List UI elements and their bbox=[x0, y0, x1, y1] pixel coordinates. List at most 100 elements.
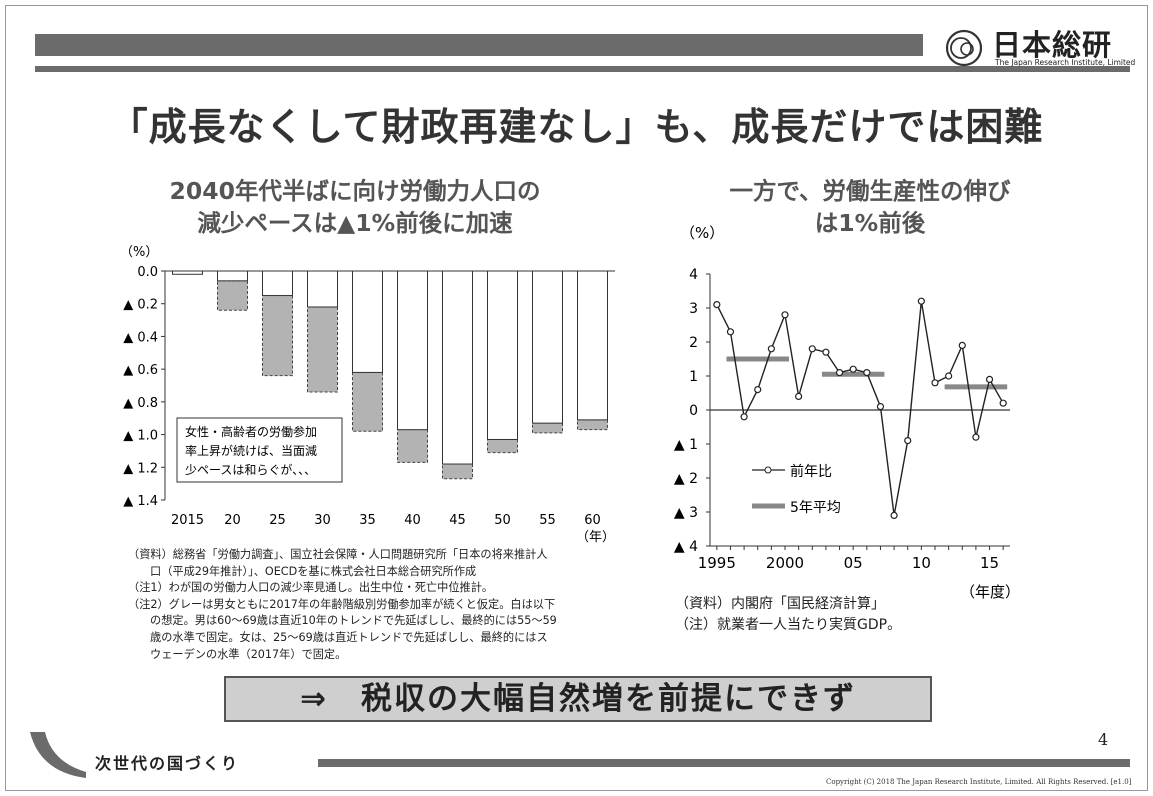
bar-x-tick-label: 35 bbox=[359, 513, 376, 528]
left-note-line: 歳の水準で固定。女は、25～69歳は直近トレンドで先延ばしし、最終的にはス bbox=[150, 630, 548, 644]
bar-white bbox=[487, 270, 518, 440]
line-yoy-point bbox=[890, 511, 898, 519]
bar-grey bbox=[397, 429, 428, 463]
header-rule bbox=[35, 66, 1130, 72]
bar-y-tick-label: ▲ 0.4 bbox=[123, 330, 158, 345]
line-x-tick-label: 15 bbox=[980, 554, 999, 572]
bar-y-tick-label: ▲ 0.6 bbox=[123, 363, 158, 378]
line-y-tick-label: ▲ 3 bbox=[674, 505, 698, 521]
left-note-line: 口（平成29年推計）」、OECDを基に株式会社日本総合研究所作成 bbox=[150, 564, 477, 578]
bar-annotation-box bbox=[176, 417, 343, 483]
line-yoy-point bbox=[781, 311, 789, 319]
bar-annotation-text: 少ペースは和らぐが、、、 bbox=[185, 462, 316, 477]
line-x-tick-label: 1995 bbox=[698, 554, 736, 572]
line-yoy-point bbox=[904, 437, 912, 445]
bar-x-tick-label: 30 bbox=[314, 513, 331, 528]
page-number: 4 bbox=[1098, 730, 1109, 749]
right-note-line: （資料）内閣府「国民経済計算」 bbox=[675, 596, 885, 612]
line-y-tick-label: 0 bbox=[689, 403, 698, 419]
left-note-line: の想定。男は60～69歳は直近10年のトレンドで先延ばしし、最終的には55～59 bbox=[150, 614, 557, 628]
line-yoy-point bbox=[726, 328, 735, 336]
bar-x-tick-label: 50 bbox=[494, 513, 511, 528]
bar-y-unit: （%） bbox=[120, 245, 158, 260]
footer-corner-decoration bbox=[30, 732, 86, 778]
line-yoy-point bbox=[917, 297, 925, 305]
line-yoy-point bbox=[822, 348, 830, 356]
legend-yoy-label: 前年比 bbox=[790, 463, 832, 480]
header-bar bbox=[35, 34, 923, 56]
bar-x-tick-label: 2015 bbox=[171, 513, 204, 528]
bar-y-tick-label: 0.0 bbox=[137, 265, 158, 280]
footer-rule bbox=[318, 759, 1130, 767]
bar-white bbox=[217, 270, 248, 282]
bar-white bbox=[397, 270, 428, 431]
copyright-text: Copyright (C) 2018 The Japan Research In… bbox=[826, 778, 1132, 786]
bar-x-tick-label: 55 bbox=[539, 513, 556, 528]
left-chart-subtitle: 2040年代半ばに向け労働力人口の 減少ペースは▲1%前後に加速 bbox=[120, 175, 590, 239]
line-x-tick-label: 10 bbox=[912, 554, 931, 572]
line-yoy-point bbox=[767, 345, 775, 353]
bar-x-tick-label: 40 bbox=[404, 513, 421, 528]
bar-y-tick-label: ▲ 1.4 bbox=[123, 494, 158, 509]
line-yoy-point bbox=[945, 372, 953, 380]
line-yoy-point bbox=[863, 369, 871, 377]
bar-white bbox=[307, 270, 338, 308]
bar-grey bbox=[262, 295, 293, 377]
bar-white bbox=[532, 270, 563, 424]
left-note-line: （資料）総務省「労働力調査」、国立社会保障・人口問題研究所「日本の将来推計人 bbox=[128, 548, 548, 561]
bar-y-tick-label: ▲ 0.2 bbox=[123, 298, 158, 313]
line-y-unit: （%） bbox=[680, 224, 724, 242]
left-note-line: （注2）グレーは男女ともに2017年の年齢階級別労働参加率が続くと仮定。白は以下 bbox=[128, 597, 556, 611]
line-yoy-point bbox=[972, 433, 980, 441]
left-note-line: （注1）わが国の労働力人口の減少率見通し。出生中位・死亡中位推計。 bbox=[128, 581, 494, 595]
bar-white bbox=[352, 270, 383, 373]
bar-grey bbox=[532, 422, 563, 434]
bar-annotation-text: 女性・高齢者の労働参加 bbox=[185, 424, 317, 439]
line-y-tick-label: ▲ 1 bbox=[674, 437, 698, 453]
bar-grey bbox=[352, 371, 383, 432]
line-x-unit: （年度） bbox=[960, 583, 1020, 601]
logo-text: 日本総研 bbox=[992, 28, 1113, 62]
bar-grey bbox=[577, 419, 608, 431]
line-y-tick-label: 4 bbox=[689, 267, 698, 283]
line-yoy-point bbox=[754, 386, 762, 394]
left-subtitle-line1: 2040年代半ばに向け労働力人口の bbox=[169, 177, 541, 205]
footer-tagline: 次世代の国づくり bbox=[95, 754, 240, 773]
bar-y-tick-label: ▲ 1.0 bbox=[123, 429, 158, 444]
labor-force-bar-chart: （%） 0.0 ▲ 0.2 ▲ 0.4 ▲ 0.6 ▲ 0.8 ▲ 1.0 ▲ 1.2 ▲ 1.… bbox=[120, 245, 615, 545]
line-x-tick-label: 05 bbox=[844, 554, 863, 572]
line-yoy-point bbox=[958, 341, 966, 350]
bar-white bbox=[577, 270, 608, 421]
bar-x-tick-label: 45 bbox=[449, 513, 466, 528]
legend-yoy-marker bbox=[764, 466, 772, 474]
line-yoy-point bbox=[795, 392, 803, 400]
right-subtitle-line2: は1%前後 bbox=[814, 209, 926, 237]
bar-white bbox=[262, 270, 293, 297]
right-chart-subtitle: 一方で、労働生産性の伸び は1%前後 bbox=[680, 175, 1060, 239]
right-note-line: （注）就業者一人当たり実質GDP。 bbox=[675, 617, 902, 633]
bar-grey bbox=[307, 306, 338, 393]
right-subtitle-line1: 一方で、労働生産性の伸び bbox=[729, 177, 1011, 205]
legend-avg-label: 5年平均 bbox=[790, 500, 841, 516]
bar-y-tick-label: ▲ 1.2 bbox=[123, 461, 158, 476]
line-y-tick-label: 3 bbox=[689, 301, 698, 317]
line-yoy-point bbox=[876, 403, 885, 411]
line-yoy-point bbox=[849, 365, 857, 373]
line-y-tick-label: 1 bbox=[689, 369, 698, 385]
bar-annotation-text: 率上昇が続けば、当面減 bbox=[185, 443, 317, 458]
bar-x-unit: （年） bbox=[576, 530, 615, 545]
slide-title: 「成長なくして財政再建なし」も、成長だけでは困難 bbox=[109, 105, 1044, 149]
bar-x-tick-label: 25 bbox=[269, 513, 286, 528]
line-x-tick-label: 2000 bbox=[766, 554, 804, 572]
bar-grey bbox=[487, 438, 518, 454]
bar-white bbox=[442, 270, 473, 465]
line-yoy-series bbox=[716, 301, 1004, 516]
line-y-tick-label: 2 bbox=[689, 335, 698, 351]
bar-x-tick-label: 20 bbox=[224, 513, 241, 528]
line-yoy-point bbox=[808, 345, 816, 353]
line-yoy-point bbox=[931, 379, 939, 387]
line-yoy-point bbox=[713, 300, 721, 309]
line-yoy-point bbox=[740, 413, 748, 421]
line-y-tick-label: ▲ 2 bbox=[674, 471, 698, 487]
